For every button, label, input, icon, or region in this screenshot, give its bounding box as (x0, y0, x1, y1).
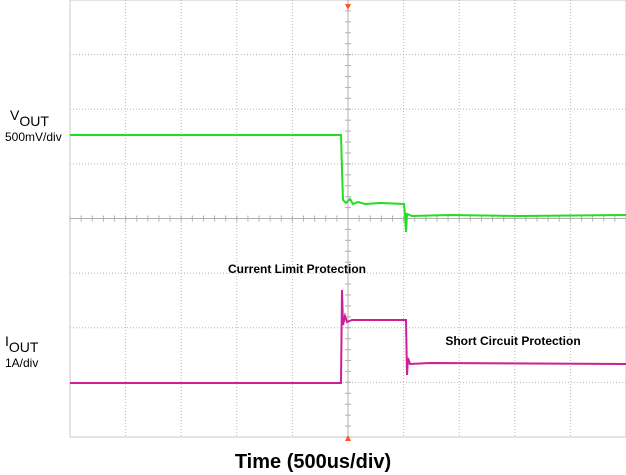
x-axis-label: Time (500us/div) (235, 451, 391, 473)
iout-scale: 1A/div (5, 356, 38, 370)
iout-sub: OUT (9, 339, 39, 355)
annotation: Current Limit Protection (228, 262, 366, 276)
trigger-marker (345, 4, 351, 10)
vout-scale: 500mV/div (5, 130, 62, 144)
iout-trace (70, 289, 626, 384)
trigger-marker (345, 435, 351, 441)
vout-label: VOUT (10, 107, 49, 129)
iout-main: I (5, 333, 9, 349)
vout-trace (70, 134, 626, 233)
annotation: Short Circuit Protection (445, 334, 580, 348)
grid (69, 0, 626, 438)
vout-main: V (10, 107, 20, 123)
iout-label: IOUT (5, 333, 39, 355)
vout-sub: OUT (19, 113, 49, 129)
